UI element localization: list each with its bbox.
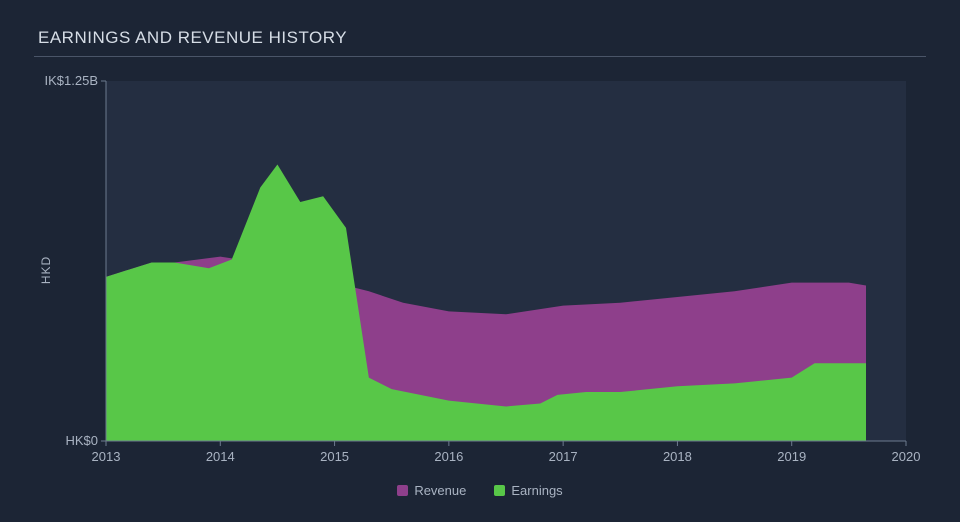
svg-text:HK$0: HK$0 [65,433,98,448]
area-chart: 2013 2014 2015 2016 2017 2018 2019 2020 HK$0 IK$1… [34,71,926,469]
legend-label-revenue: Revenue [414,483,466,498]
chart-title: EARNINGS AND REVENUE HISTORY [34,28,926,48]
svg-text:2016: 2016 [434,449,463,464]
svg-text:2017: 2017 [549,449,578,464]
legend-label-earnings: Earnings [511,483,562,498]
svg-text:2019: 2019 [777,449,806,464]
svg-text:2015: 2015 [320,449,349,464]
legend: Revenue Earnings [34,483,926,498]
chart-container: EARNINGS AND REVENUE HISTORY HKD 2013201… [0,0,960,522]
svg-text:2018: 2018 [663,449,692,464]
svg-text:2014: 2014 [206,449,235,464]
y-axis-label: HKD [39,256,53,284]
legend-swatch-earnings [494,485,505,496]
chart-area: HKD 2013 2014 2015 2016 2017 2018 2019 2020 HK$0… [34,71,926,469]
svg-text:IK$1.25B: IK$1.25B [45,73,99,88]
svg-text:2013: 2013 [92,449,121,464]
legend-item-earnings: Earnings [494,483,562,498]
legend-swatch-revenue [397,485,408,496]
title-underline [34,56,926,57]
legend-item-revenue: Revenue [397,483,466,498]
svg-text:2020: 2020 [892,449,921,464]
